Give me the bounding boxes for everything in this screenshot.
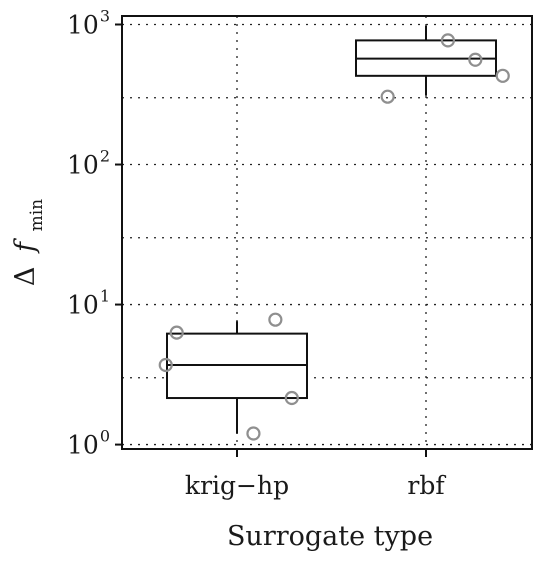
y-tick-label: 102 bbox=[67, 147, 110, 180]
y-tick-label: 103 bbox=[67, 6, 110, 39]
x-tick-label: krig−hp bbox=[185, 471, 289, 500]
box-layer bbox=[166, 25, 497, 434]
data-point bbox=[380, 89, 395, 104]
data-point bbox=[246, 426, 261, 441]
y-axis-title: Δ f min bbox=[10, 199, 47, 286]
y-tick-label: 101 bbox=[67, 287, 110, 320]
point-layer bbox=[158, 33, 510, 441]
y-axis-title-subscript: min bbox=[27, 199, 47, 232]
x-axis-title: Surrogate type bbox=[227, 521, 433, 552]
plot-frame bbox=[121, 15, 533, 450]
y-tick-label: 100 bbox=[67, 427, 110, 460]
axis-layer: 100 101 102 103 krig−hp rbf bbox=[67, 6, 446, 500]
data-point bbox=[158, 357, 173, 373]
data-point bbox=[284, 390, 299, 406]
data-point bbox=[169, 325, 184, 340]
data-point bbox=[495, 68, 510, 83]
x-tick-label: rbf bbox=[407, 471, 446, 500]
data-point bbox=[440, 33, 456, 48]
y-axis-title-symbol: f bbox=[10, 238, 41, 254]
y-axis-title-prefix: Δ bbox=[10, 267, 41, 287]
data-point bbox=[468, 52, 483, 67]
data-point bbox=[268, 312, 283, 327]
